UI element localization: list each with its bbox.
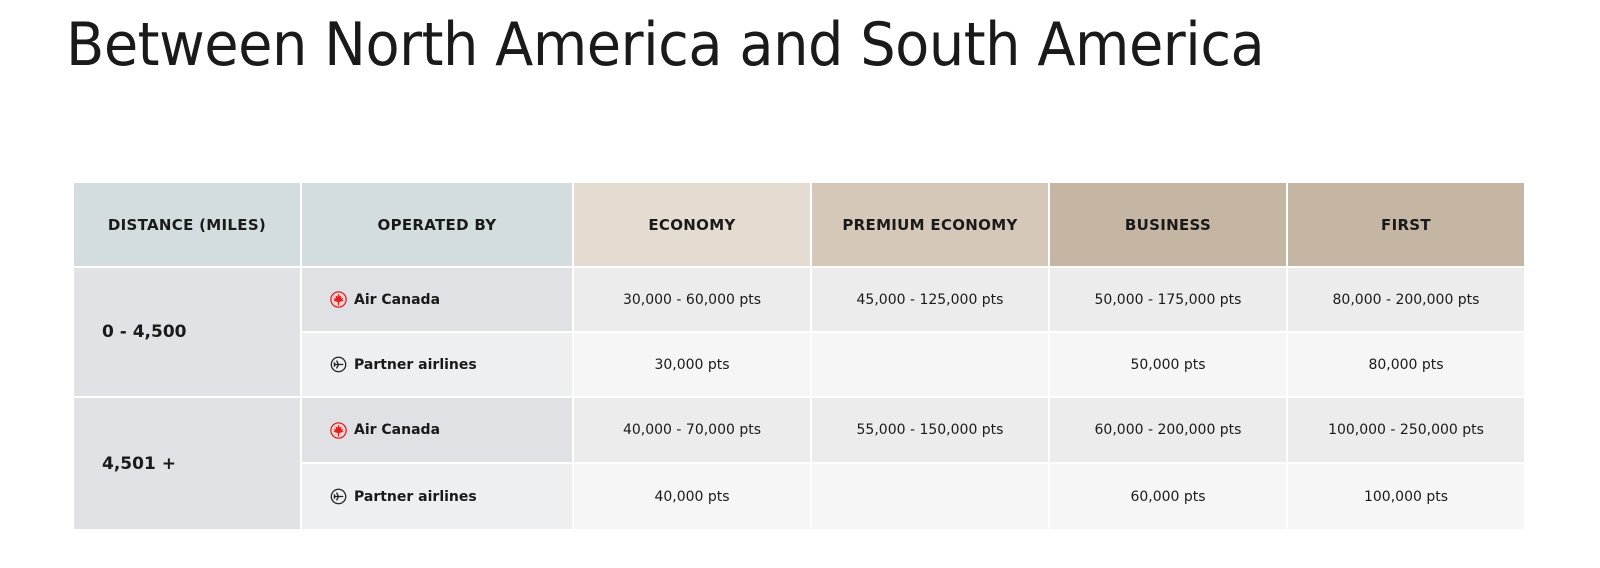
- column-header-text: ECONOMY: [648, 215, 736, 234]
- points-cell-text: 50,000 - 175,000 pts: [1094, 291, 1242, 308]
- points-cell: 30,000 - 60,000 pts: [574, 268, 810, 331]
- operator-cell: Partner airlines: [302, 464, 572, 529]
- points-cell: 45,000 - 125,000 pts: [812, 268, 1048, 331]
- column-header-text: BUSINESS: [1124, 215, 1212, 234]
- points-cell: 80,000 - 200,000 pts: [1288, 268, 1524, 331]
- points-cell-text: 100,000 - 250,000 pts: [1328, 422, 1484, 438]
- partner-icon: [330, 488, 347, 505]
- column-header-text: DISTANCE (MILES): [107, 215, 267, 234]
- points-cell-text: 80,000 - 200,000 pts: [1332, 291, 1480, 308]
- points-cell: 100,000 - 250,000 pts: [1288, 398, 1524, 462]
- operator-cell-text: Partner airlines: [354, 488, 477, 505]
- page-title: Between North America and South America: [66, 10, 1265, 80]
- points-cell-text: 30,000 pts: [654, 356, 730, 373]
- operator-cell: Partner airlines: [302, 333, 572, 396]
- points-cell-text: 40,000 pts: [654, 488, 730, 505]
- operator-cell-text: Air Canada: [354, 422, 441, 438]
- points-cell: 55,000 - 150,000 pts: [812, 398, 1048, 462]
- award-chart-table: DISTANCE (MILES) OPERATED BY ECONOMY PREMIU…: [74, 183, 1526, 531]
- points-cell: 50,000 - 175,000 pts: [1050, 268, 1286, 331]
- points-cell: 40,000 pts: [574, 464, 810, 529]
- column-header-text: FIRST: [1381, 215, 1431, 234]
- points-cell-text: 30,000 - 60,000 pts: [622, 291, 762, 308]
- points-cell-text: 50,000 pts: [1130, 356, 1206, 373]
- column-header-text: PREMIUM ECONOMY: [842, 215, 1018, 234]
- distance-cell-text: 4,501 +: [102, 453, 176, 474]
- column-header: OPERATED BY: [302, 183, 572, 266]
- partner-icon: [330, 356, 347, 373]
- column-header-text: OPERATED BY: [377, 215, 497, 234]
- column-header: PREMIUM ECONOMY: [812, 183, 1048, 266]
- points-cell: 60,000 pts: [1050, 464, 1286, 529]
- points-cell-text: 55,000 - 150,000 pts: [856, 422, 1004, 438]
- points-cell: 60,000 - 200,000 pts: [1050, 398, 1286, 462]
- points-cell: [812, 333, 1048, 396]
- operator-cell-text: Air Canada: [354, 291, 441, 308]
- operator-cell-text: Partner airlines: [354, 356, 477, 373]
- points-cell: 80,000 pts: [1288, 333, 1524, 396]
- column-header: BUSINESS: [1050, 183, 1286, 266]
- distance-cell-text: 0 - 4,500: [102, 322, 187, 342]
- points-cell: 30,000 pts: [574, 333, 810, 396]
- points-cell-text: 45,000 - 125,000 pts: [856, 291, 1004, 308]
- points-cell: 100,000 pts: [1288, 464, 1524, 529]
- points-cell-text: 60,000 pts: [1130, 488, 1206, 505]
- air-canada-icon: [330, 421, 347, 439]
- points-cell: 50,000 pts: [1050, 333, 1286, 396]
- points-cell: 40,000 - 70,000 pts: [574, 398, 810, 462]
- points-cell: [812, 464, 1048, 529]
- operator-cell: Air Canada: [302, 268, 572, 331]
- distance-cell: 4,501 +: [74, 398, 300, 529]
- column-header: ECONOMY: [574, 183, 810, 266]
- points-cell-text: 60,000 - 200,000 pts: [1094, 422, 1242, 438]
- distance-cell: 0 - 4,500: [74, 268, 300, 396]
- column-header: DISTANCE (MILES): [74, 183, 300, 266]
- column-header: FIRST: [1288, 183, 1524, 266]
- operator-cell: Air Canada: [302, 398, 572, 462]
- points-cell-text: 80,000 pts: [1368, 356, 1444, 373]
- points-cell-text: 40,000 - 70,000 pts: [622, 422, 762, 438]
- air-canada-icon: [330, 291, 347, 308]
- points-cell-text: 100,000 pts: [1363, 488, 1448, 505]
